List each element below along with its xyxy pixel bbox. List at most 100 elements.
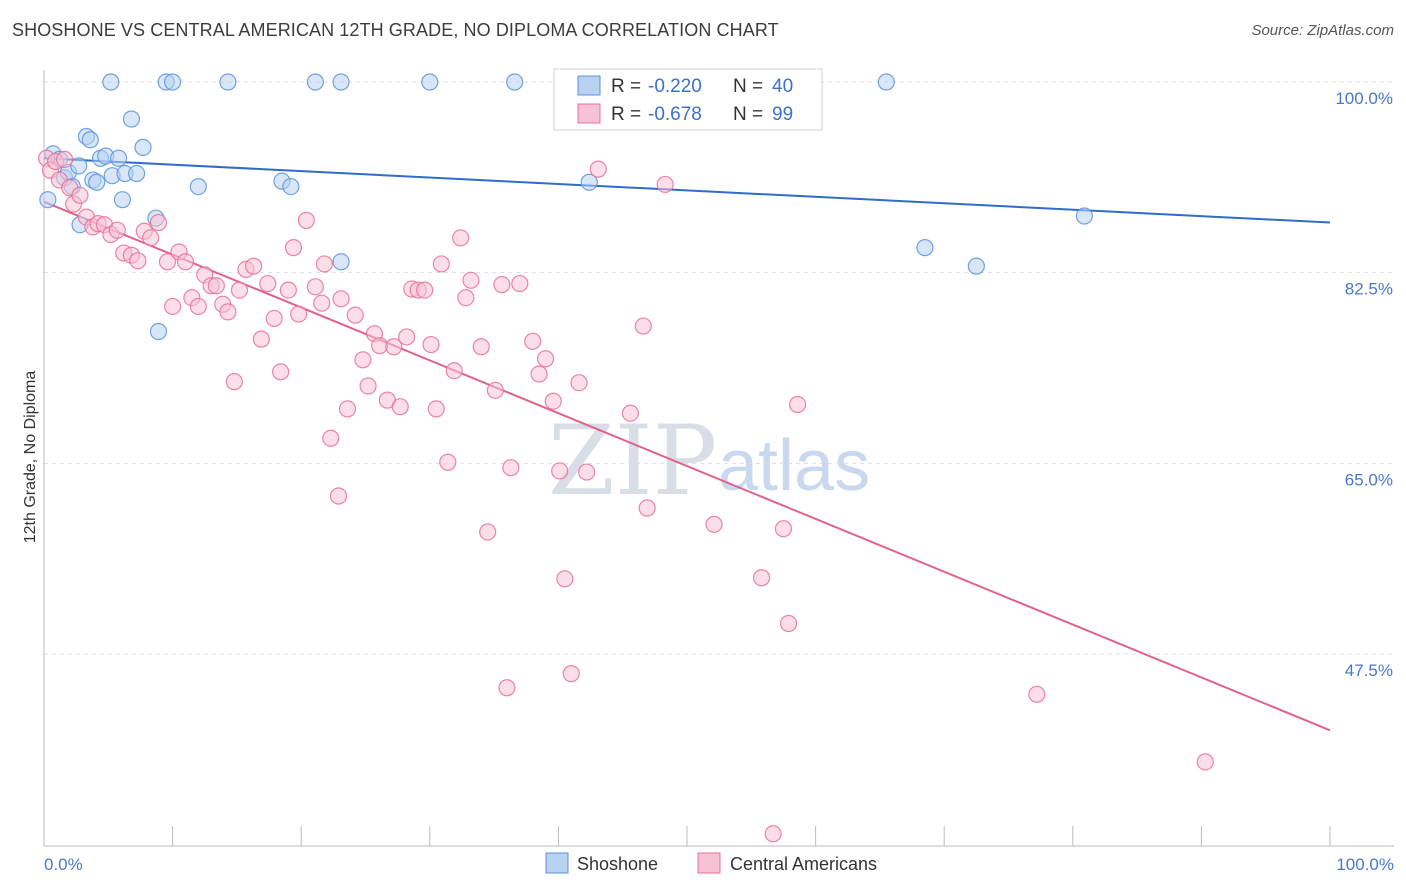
central-americans-point [788, 395, 807, 414]
y-tick-label: 100.0% [1335, 89, 1393, 108]
central-americans-point [329, 487, 348, 505]
shoshone-point [1075, 207, 1093, 225]
bottom-legend-central-americans: Central Americans [730, 854, 877, 874]
central-americans-point [158, 253, 177, 271]
chart-title: SHOSHONE VS CENTRAL AMERICAN 12TH GRADE,… [12, 20, 779, 40]
shoshone-point [967, 257, 985, 275]
central-americans-point [252, 330, 270, 348]
legend-n-value-1: 40 [772, 76, 793, 97]
watermark-zip: ZIP [548, 405, 717, 517]
central-americans-point [189, 297, 207, 316]
shoshone-trend-line [43, 157, 1331, 224]
x-axis-ticks [43, 826, 1331, 846]
central-americans-point [149, 213, 168, 232]
watermark-atlas: atlas [718, 426, 870, 506]
central-americans-point [108, 221, 126, 239]
central-americans-point [1196, 753, 1214, 771]
shoshone-point [332, 253, 350, 271]
central-americans-point [313, 294, 331, 312]
shoshone-point [506, 73, 524, 91]
central-americans-point [774, 520, 793, 538]
central-americans-point [551, 462, 569, 480]
trend-lines [43, 157, 1331, 732]
shoshone-point [134, 138, 152, 156]
data-points [37, 73, 1214, 843]
central-americans-point [462, 271, 480, 289]
legend-r-value-1: -0.220 [648, 76, 702, 97]
central-americans-point [764, 825, 782, 843]
central-americans-point [427, 400, 445, 418]
legend-swatch-shoshone [577, 75, 601, 96]
central-americans-point [322, 429, 340, 447]
central-americans-point [230, 281, 249, 299]
central-americans-point [129, 252, 147, 270]
central-americans-point [439, 453, 457, 471]
central-americans-trend-line [43, 200, 1331, 732]
x-tick-label-min: 0.0% [44, 855, 83, 874]
central-americans-point [359, 377, 377, 395]
central-americans-point [621, 404, 640, 422]
shoshone-point [102, 73, 120, 91]
central-americans-point [432, 255, 450, 273]
shoshone-point [916, 239, 934, 257]
central-americans-point [71, 186, 89, 204]
central-americans-point [570, 374, 588, 392]
legend-r-label-2: R = [611, 104, 641, 125]
chart-source: Source: ZipAtlas.com [1251, 22, 1394, 39]
shoshone-point [421, 73, 439, 91]
central-americans-point [398, 328, 416, 346]
central-americans-point [354, 351, 372, 369]
y-tick-labels: 47.5% 65.0% 82.5% 100.0% [1335, 89, 1393, 680]
y-tick-label: 65.0% [1345, 470, 1393, 489]
central-americans-point [472, 338, 490, 356]
central-americans-point [385, 338, 403, 356]
legend-n-value-2: 99 [772, 104, 793, 125]
shoshone-point [113, 191, 132, 209]
central-americans-point [259, 274, 277, 293]
bottom-legend-swatch-central-americans [697, 852, 721, 874]
shoshone-point [39, 191, 57, 209]
central-americans-point [297, 211, 315, 229]
central-americans-point [272, 363, 290, 381]
central-americans-point [391, 398, 409, 416]
central-americans-point [486, 381, 504, 399]
shoshone-point [219, 73, 237, 91]
central-americans-point [1028, 685, 1046, 703]
bottom-legend: Shoshone Central Americans [545, 852, 877, 874]
central-americans-point [422, 335, 440, 354]
legend-swatch-central-americans [577, 103, 601, 124]
central-americans-point [445, 362, 463, 380]
central-americans-point [284, 239, 303, 257]
central-americans-point [705, 515, 723, 533]
central-americans-point [176, 253, 195, 271]
shoshone-point [127, 164, 146, 183]
legend-r-label-1: R = [611, 76, 641, 97]
central-americans-point [346, 306, 364, 324]
central-americans-point [338, 400, 357, 418]
central-americans-point [164, 297, 182, 316]
central-americans-point [634, 317, 652, 335]
central-americans-point [452, 229, 470, 247]
shoshone-point [81, 131, 99, 149]
central-americans-point [578, 463, 596, 481]
central-americans-point [589, 160, 607, 178]
central-americans-point [511, 274, 529, 293]
x-tick-label-max: 100.0% [1336, 855, 1394, 874]
legend-n-label-2: N = [733, 104, 763, 125]
shoshone-point [70, 157, 88, 175]
central-americans-point [306, 278, 324, 296]
central-americans-point [265, 309, 283, 328]
bottom-legend-swatch-shoshone [545, 852, 569, 874]
shoshone-point [164, 73, 182, 91]
central-americans-point [556, 570, 574, 588]
central-americans-point [245, 257, 263, 275]
central-americans-point [315, 255, 333, 273]
central-americans-point [371, 337, 389, 355]
shoshone-point [189, 177, 207, 196]
central-americans-point [479, 523, 497, 541]
central-americans-point [498, 679, 516, 697]
central-americans-point [524, 332, 542, 350]
central-americans-point [457, 289, 475, 307]
central-americans-point [142, 229, 160, 247]
